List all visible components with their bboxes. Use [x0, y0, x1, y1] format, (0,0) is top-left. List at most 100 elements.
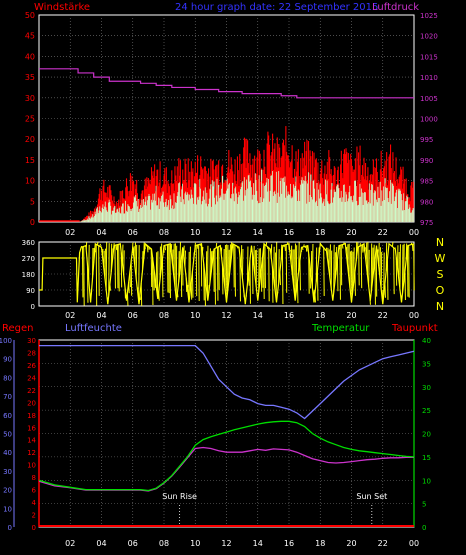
pressure-line	[39, 68, 414, 99]
climate-time-tick-label: 06	[128, 539, 138, 548]
wind-direction-sample	[260, 269, 263, 292]
wind-direction-sample	[108, 243, 110, 296]
rain-axis-label: Regen	[2, 323, 34, 334]
wind-direction-sample	[329, 244, 331, 279]
wind-direction-sample	[164, 245, 166, 251]
wind-direction-sample	[319, 242, 321, 247]
temperature-tick-label: 5	[422, 501, 426, 509]
wind-direction-sample	[269, 248, 271, 252]
wind-direction-sample	[230, 242, 233, 259]
wind-direction-sample	[328, 249, 330, 269]
direction-time-tick-label: 18	[315, 311, 325, 320]
rain-tick-label: 18	[27, 412, 36, 420]
wind-direction-sample	[288, 243, 290, 251]
wind-direction-sample	[261, 257, 264, 288]
direction-time-tick-label: 08	[159, 311, 169, 320]
sunset-label: Sun Set	[356, 492, 387, 501]
wind-direction-sample	[183, 245, 185, 256]
wind-direction-sample	[93, 248, 95, 264]
direction-tick-label: 270	[22, 255, 35, 263]
wind-direction-sample	[215, 242, 218, 248]
wind-direction-sample	[309, 265, 311, 289]
wind-direction-sample	[398, 252, 400, 279]
wind-time-tick-label: 04	[96, 228, 106, 237]
wind-axis-label: Windstärke	[34, 2, 90, 13]
wind-tick-label: 50	[25, 11, 35, 20]
wind-direction-sample	[186, 284, 189, 289]
wind-direction-sample	[330, 250, 333, 289]
wind-direction-sample	[391, 241, 394, 247]
climate-time-tick-label: 02	[65, 539, 75, 548]
wind-direction-sample	[356, 242, 359, 251]
wind-direction-sample	[351, 251, 354, 295]
wind-direction-sample	[98, 245, 100, 296]
humidity-tick-label: 30	[3, 468, 12, 476]
wind-direction-sample	[298, 242, 300, 272]
wind-direction-sample	[396, 245, 399, 268]
wind-direction-sample	[303, 244, 305, 247]
wind-direction-sample	[244, 301, 246, 304]
wind-direction-sample	[124, 286, 126, 299]
wind-direction-sample	[154, 276, 156, 288]
wind-direction-sample	[156, 251, 159, 297]
wind-direction-sample	[205, 251, 208, 287]
wind-direction-sample	[336, 259, 339, 292]
wind-direction-sample	[353, 247, 355, 284]
humidity-tick-label: 90	[3, 356, 12, 364]
wind-tick-label: 10	[25, 177, 35, 186]
wind-direction-sample	[294, 243, 296, 298]
wind-direction-sample	[206, 245, 209, 298]
humidity-tick-label: 50	[3, 431, 12, 439]
climate-time-tick-label: 14	[253, 539, 263, 548]
wind-direction-sample	[168, 244, 170, 294]
direction-time-tick-label: 06	[128, 311, 138, 320]
wind-direction-sample	[393, 247, 395, 295]
rain-tick-label: 0	[32, 524, 36, 532]
pressure-tick-label: 995	[420, 136, 433, 144]
wind-direction-sample	[203, 263, 205, 301]
wind-direction-sample	[340, 244, 343, 286]
wind-direction-sample	[204, 275, 206, 306]
wind-direction-sample	[254, 250, 256, 276]
wind-direction-sample	[255, 249, 258, 287]
wind-direction-sample	[316, 270, 319, 301]
wind-direction-sample	[265, 242, 268, 246]
wind-direction-sample	[366, 242, 369, 276]
wind-direction-sample	[88, 244, 90, 280]
wind-direction-sample	[345, 246, 348, 253]
direction-time-tick-label: 12	[221, 311, 231, 320]
wind-direction-sample	[274, 252, 276, 290]
wind-direction-sample	[369, 297, 371, 305]
wind-direction-sample	[249, 260, 251, 304]
wind-direction-sample	[110, 243, 113, 272]
rain-tick-label: 30	[27, 337, 36, 345]
direction-tick-label: 90	[26, 287, 35, 295]
wind-direction-sample	[173, 243, 175, 276]
wind-time-tick-label: 20	[346, 228, 356, 237]
wind-direction-sample	[175, 245, 178, 298]
wind-direction-sample	[140, 283, 143, 306]
humidity-line	[39, 344, 415, 420]
compass-label: W	[435, 252, 446, 265]
wind-direction-sample	[368, 249, 370, 287]
climate-time-tick-label: 16	[284, 539, 294, 548]
climate-time-tick-label: 22	[378, 539, 388, 548]
wind-direction-sample	[155, 252, 158, 287]
direction-time-tick-label: 04	[96, 311, 106, 320]
direction-time-tick-label: 20	[346, 311, 356, 320]
wind-direction-sample	[120, 252, 123, 288]
wind-direction-sample	[363, 243, 365, 252]
wind-tick-label: 30	[25, 94, 35, 103]
wind-direction-sample	[374, 259, 376, 305]
wind-time-tick-label: 08	[159, 228, 169, 237]
wind-direction-sample	[210, 251, 213, 273]
wind-direction-sample	[299, 260, 301, 291]
wind-direction-sample	[130, 260, 133, 296]
wind-direction-sample	[180, 260, 183, 298]
pressure-tick-label: 980	[420, 198, 433, 206]
wind-direction-sample	[151, 256, 154, 306]
wind-time-tick-label: 12	[221, 228, 231, 237]
wind-direction-sample	[284, 244, 286, 251]
wind-direction-sample	[253, 245, 255, 265]
